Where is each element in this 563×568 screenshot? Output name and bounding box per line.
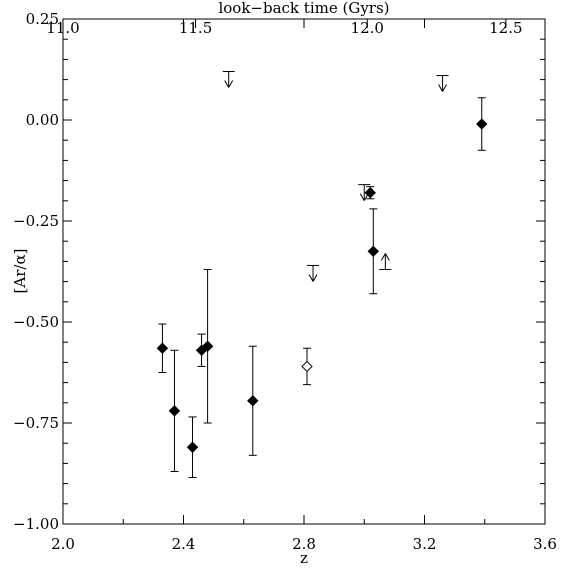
x-tick-label: 3.6: [533, 535, 557, 553]
axis-ticks: 2.0 2.4 2.8 3.2 3.6 11.0 11.5 12.0 12.5 −1.00 −0.7…: [13, 10, 557, 553]
x-tick-label: 2.4: [172, 535, 196, 553]
x-axis-label: z: [300, 549, 308, 567]
upper-limit-arrow: [358, 184, 371, 201]
upper-limit-arrow: [222, 71, 235, 88]
data-point-filled: [247, 395, 259, 407]
top-tick-label: 12.5: [489, 19, 522, 37]
data-point-filled: [201, 340, 214, 352]
y-tick-label: 0.00: [26, 111, 59, 129]
upper-limit-arrow: [436, 75, 449, 92]
y-tick-label: −1.00: [13, 515, 59, 533]
y-tick-label: −0.50: [13, 313, 59, 331]
upper-limit-arrow: [307, 264, 320, 282]
top-tick-label: 11.5: [179, 19, 212, 37]
y-tick-label: 0.25: [26, 10, 59, 28]
x-tick-label: 2.0: [51, 535, 75, 553]
top-tick-label: 12.0: [351, 19, 384, 37]
y-tick-label: −0.75: [13, 414, 59, 432]
data-point-filled: [476, 118, 488, 130]
x-tick-label: 3.2: [413, 535, 437, 553]
data-point-filled: [168, 405, 181, 417]
lower-limit-arrow: [379, 253, 392, 270]
top-tick-label: 11.0: [46, 19, 79, 37]
y-tick-label: −0.25: [13, 212, 59, 230]
y-axis-label: [Ar/α]: [11, 249, 29, 294]
data-point-filled: [156, 342, 169, 354]
data-point-filled: [186, 441, 199, 453]
data-point-filled: [367, 245, 379, 258]
x-tick-label: 2.8: [292, 535, 316, 553]
data-point-open: [301, 360, 313, 373]
plot-frame: [62, 18, 546, 525]
top-axis-label: look−back time (Gyrs): [218, 0, 389, 17]
data-marks: [156, 71, 488, 479]
